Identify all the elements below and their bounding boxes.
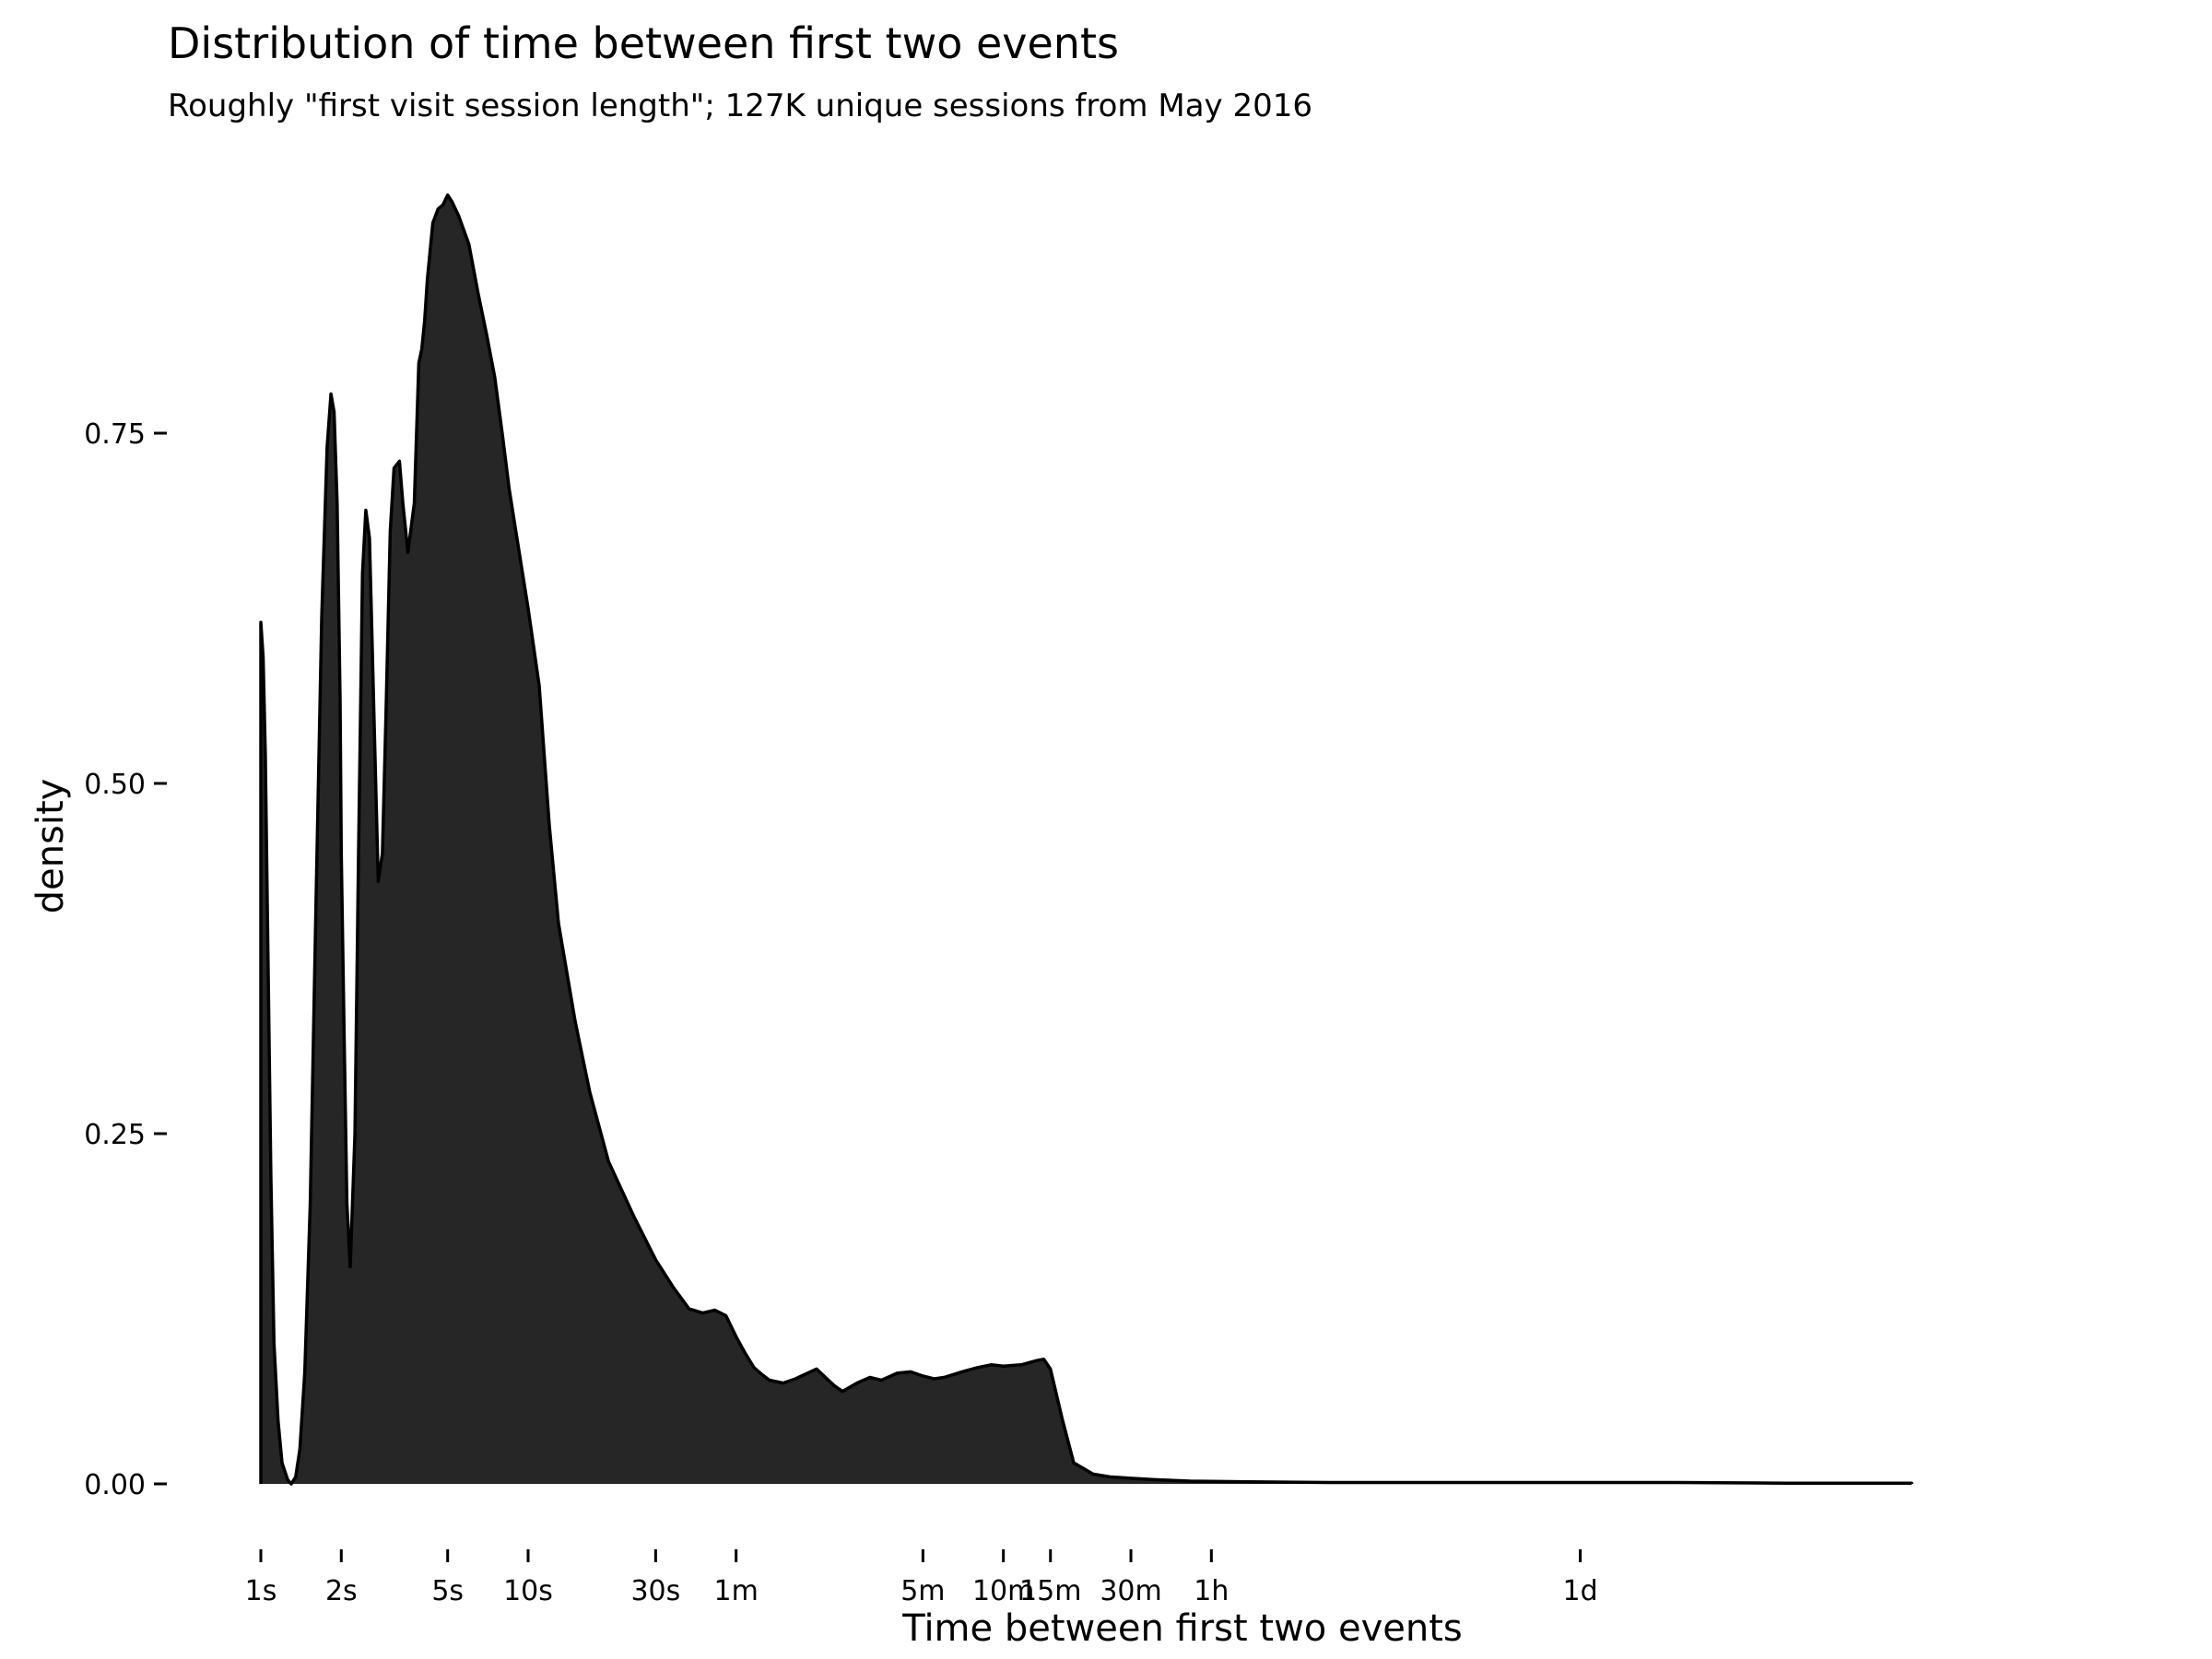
- density-line: [259, 193, 1913, 1486]
- chart-title: Distribution of time between first two e…: [168, 18, 1119, 68]
- x-tick-label: 1s: [245, 1575, 277, 1607]
- x-tick-label: 10s: [503, 1575, 553, 1607]
- x-tick-label: 10m: [972, 1575, 1034, 1607]
- x-tick-label: 30s: [630, 1575, 680, 1607]
- y-tick-label: 0.25: [84, 1119, 146, 1151]
- x-tick-label: 1m: [714, 1575, 759, 1607]
- y-axis: 0.00 0.25 0.50 0.75: [84, 418, 167, 1501]
- y-tick-label: 0.75: [84, 418, 146, 451]
- x-tick-label: 5m: [900, 1575, 945, 1607]
- y-axis-title: density: [29, 779, 72, 914]
- y-tick-label: 0.00: [84, 1469, 146, 1501]
- plot-area: [259, 193, 1913, 1486]
- x-tick-label: 30m: [1100, 1575, 1161, 1607]
- chart-subtitle: Roughly "first visit session length"; 12…: [168, 88, 1312, 124]
- y-tick-label: 0.50: [84, 769, 146, 801]
- x-tick-label: 1d: [1563, 1575, 1598, 1607]
- x-tick-label: 1h: [1194, 1575, 1229, 1607]
- x-axis-title: Time between first two events: [901, 1607, 1463, 1650]
- density-area: [261, 194, 1912, 1485]
- x-tick-label: 15m: [1019, 1575, 1081, 1607]
- x-tick-label: 5s: [431, 1575, 464, 1607]
- x-tick-label: 2s: [325, 1575, 358, 1607]
